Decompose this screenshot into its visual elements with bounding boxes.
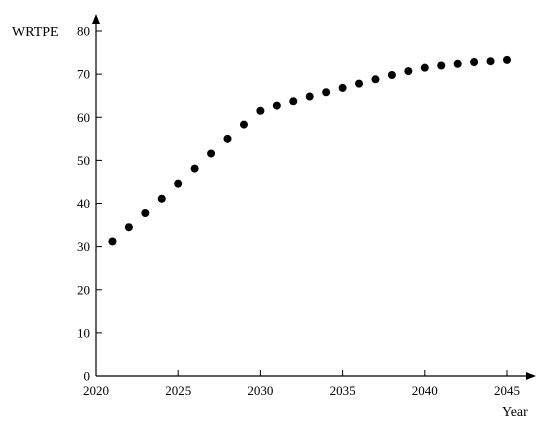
data-point <box>387 70 396 79</box>
y-tick-label: 10 <box>77 325 90 340</box>
data-point <box>404 67 413 76</box>
x-tick-label: 2035 <box>330 383 356 398</box>
data-point <box>453 59 462 68</box>
y-axis-title: WRTPE <box>12 25 59 40</box>
data-point <box>272 101 281 110</box>
data-point <box>223 134 232 143</box>
data-point <box>190 164 199 173</box>
data-point <box>239 120 248 129</box>
data-point <box>289 97 298 106</box>
data-point <box>503 55 511 64</box>
x-tick-label: 2030 <box>247 383 273 398</box>
x-tick-label: 2025 <box>165 383 191 398</box>
y-axis-arrow <box>92 14 100 24</box>
x-tick-label: 2045 <box>494 383 520 398</box>
y-tick-label: 80 <box>77 24 90 39</box>
data-point <box>322 88 331 97</box>
x-tick-label: 2020 <box>83 383 109 398</box>
y-tick-label: 20 <box>77 282 90 297</box>
x-axis-arrow <box>526 372 536 380</box>
data-point <box>470 58 479 67</box>
axes <box>92 14 536 380</box>
y-tick-label: 30 <box>77 239 90 254</box>
data-point <box>437 61 446 70</box>
y-tick-label: 50 <box>77 153 90 168</box>
data-point <box>108 237 117 246</box>
data-point <box>124 223 133 232</box>
ticks: 2020 2025 2030 2035 2040 20450102030405060708… <box>77 24 520 399</box>
data-point <box>174 179 183 188</box>
data-point <box>486 57 495 66</box>
y-tick-label: 70 <box>77 67 90 82</box>
data-point <box>207 149 216 158</box>
data-point <box>420 63 429 72</box>
y-tick-label: 60 <box>77 110 90 125</box>
y-tick-label: 40 <box>77 196 90 211</box>
data-point <box>157 194 166 203</box>
y-tick-label: 0 <box>84 369 91 384</box>
data-point <box>338 83 347 92</box>
data-point <box>141 208 150 217</box>
data-point <box>256 106 265 115</box>
x-tick-label: 2040 <box>412 383 438 398</box>
data-point <box>371 75 380 84</box>
data-point <box>355 79 364 88</box>
data-point <box>305 92 314 101</box>
x-axis-title: Year <box>502 405 528 420</box>
data-points <box>108 55 511 246</box>
